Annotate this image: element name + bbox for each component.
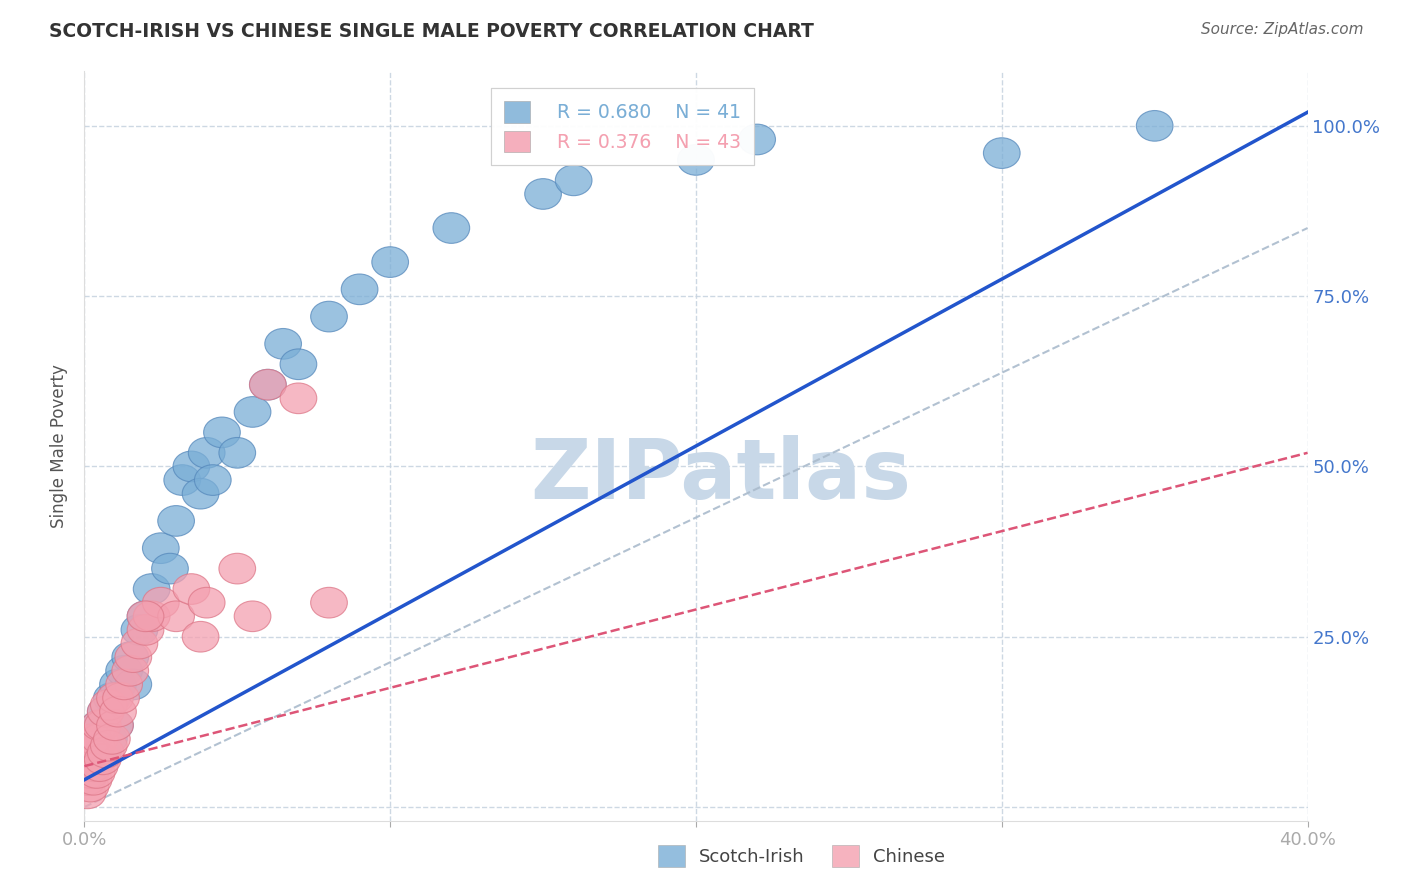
Ellipse shape xyxy=(249,369,287,400)
Ellipse shape xyxy=(75,764,112,795)
Ellipse shape xyxy=(112,656,149,686)
Ellipse shape xyxy=(115,669,152,699)
Ellipse shape xyxy=(82,751,118,781)
Text: SCOTCH-IRISH VS CHINESE SINGLE MALE POVERTY CORRELATION CHART: SCOTCH-IRISH VS CHINESE SINGLE MALE POVE… xyxy=(49,22,814,41)
Ellipse shape xyxy=(87,697,124,727)
Ellipse shape xyxy=(87,737,124,768)
Ellipse shape xyxy=(127,601,165,632)
Ellipse shape xyxy=(97,710,134,740)
Ellipse shape xyxy=(69,764,105,795)
Ellipse shape xyxy=(72,757,108,789)
Ellipse shape xyxy=(194,465,231,495)
Ellipse shape xyxy=(219,437,256,468)
Ellipse shape xyxy=(84,737,121,768)
Text: ZIPatlas: ZIPatlas xyxy=(530,435,911,516)
Ellipse shape xyxy=(121,615,157,645)
Ellipse shape xyxy=(72,737,108,768)
Ellipse shape xyxy=(249,369,287,400)
Ellipse shape xyxy=(82,710,118,740)
Ellipse shape xyxy=(264,328,301,359)
Ellipse shape xyxy=(90,731,127,761)
Ellipse shape xyxy=(72,737,108,768)
Ellipse shape xyxy=(983,137,1021,169)
Text: Source: ZipAtlas.com: Source: ZipAtlas.com xyxy=(1201,22,1364,37)
Ellipse shape xyxy=(75,723,112,755)
Ellipse shape xyxy=(72,772,108,802)
Ellipse shape xyxy=(97,710,134,740)
Ellipse shape xyxy=(524,178,561,210)
Ellipse shape xyxy=(738,124,776,155)
Ellipse shape xyxy=(69,751,105,781)
Ellipse shape xyxy=(142,533,179,564)
Ellipse shape xyxy=(204,417,240,448)
Ellipse shape xyxy=(152,553,188,584)
Ellipse shape xyxy=(100,697,136,727)
Ellipse shape xyxy=(555,165,592,195)
Ellipse shape xyxy=(75,751,112,781)
Ellipse shape xyxy=(84,744,121,774)
Ellipse shape xyxy=(219,553,256,584)
Ellipse shape xyxy=(142,587,179,618)
Ellipse shape xyxy=(183,478,219,509)
Ellipse shape xyxy=(311,587,347,618)
Ellipse shape xyxy=(103,682,139,714)
Ellipse shape xyxy=(188,587,225,618)
Y-axis label: Single Male Poverty: Single Male Poverty xyxy=(51,364,69,528)
Ellipse shape xyxy=(121,628,157,659)
Ellipse shape xyxy=(97,682,134,714)
Ellipse shape xyxy=(235,397,271,427)
Ellipse shape xyxy=(134,574,170,605)
Ellipse shape xyxy=(79,723,115,755)
Ellipse shape xyxy=(105,669,142,699)
Ellipse shape xyxy=(69,778,105,809)
Legend:   R = 0.680    N = 41,   R = 0.376    N = 43: R = 0.680 N = 41, R = 0.376 N = 43 xyxy=(491,88,755,165)
Ellipse shape xyxy=(280,383,316,414)
Ellipse shape xyxy=(100,669,136,699)
Ellipse shape xyxy=(69,764,105,795)
Ellipse shape xyxy=(173,451,209,482)
Ellipse shape xyxy=(1136,111,1173,141)
Ellipse shape xyxy=(94,723,131,755)
Ellipse shape xyxy=(84,710,121,740)
Ellipse shape xyxy=(79,731,115,761)
Ellipse shape xyxy=(112,642,149,673)
Ellipse shape xyxy=(235,601,271,632)
Ellipse shape xyxy=(87,697,124,727)
Ellipse shape xyxy=(678,145,714,175)
Ellipse shape xyxy=(82,723,118,755)
Ellipse shape xyxy=(188,437,225,468)
Ellipse shape xyxy=(433,212,470,244)
Ellipse shape xyxy=(90,690,127,720)
Ellipse shape xyxy=(75,751,112,781)
Ellipse shape xyxy=(183,622,219,652)
Ellipse shape xyxy=(280,349,316,380)
Ellipse shape xyxy=(157,506,194,536)
Legend: Scotch-Irish, Chinese: Scotch-Irish, Chinese xyxy=(651,838,952,874)
Ellipse shape xyxy=(173,574,209,605)
Ellipse shape xyxy=(82,710,118,740)
Ellipse shape xyxy=(127,601,165,632)
Ellipse shape xyxy=(115,642,152,673)
Ellipse shape xyxy=(165,465,201,495)
Ellipse shape xyxy=(157,601,194,632)
Ellipse shape xyxy=(79,757,115,789)
Ellipse shape xyxy=(105,656,142,686)
Ellipse shape xyxy=(75,737,112,768)
Ellipse shape xyxy=(371,247,409,277)
Ellipse shape xyxy=(134,601,170,632)
Ellipse shape xyxy=(127,615,165,645)
Ellipse shape xyxy=(94,682,131,714)
Ellipse shape xyxy=(311,301,347,332)
Ellipse shape xyxy=(342,274,378,305)
Ellipse shape xyxy=(90,723,127,755)
